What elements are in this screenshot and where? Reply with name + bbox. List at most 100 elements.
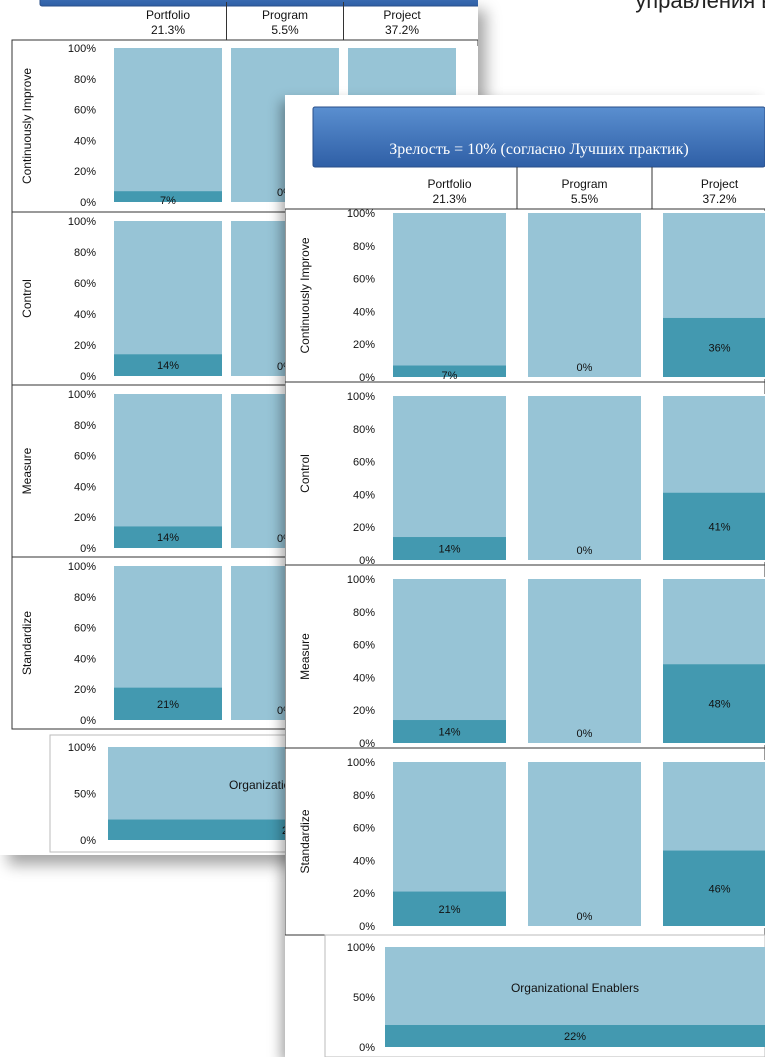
back-row-label: Standardize <box>20 611 34 675</box>
back-y-tick: 80% <box>74 592 96 604</box>
front-bar-label-program: 0% <box>577 728 593 740</box>
back-bar-portfolio <box>114 354 222 376</box>
back-y-tick: 60% <box>74 105 96 117</box>
front-bar-label-project: 36% <box>708 342 730 354</box>
front-y-tick: 80% <box>353 607 375 619</box>
front-y-tick: 100% <box>347 574 375 586</box>
back-bar-label-portfolio: 21% <box>157 699 179 711</box>
front-org-bar <box>385 1025 765 1047</box>
front-bar-portfolio <box>393 720 506 743</box>
front-y-tick: 40% <box>353 489 375 501</box>
front-bar-project <box>663 492 765 560</box>
front-organizational-enablers: 100% 50% 0% Organizational Enablers 22% <box>324 934 765 1057</box>
front-y-tick: 0% <box>359 555 375 567</box>
back-row-label: Control <box>20 279 34 318</box>
front-bar-label-program: 0% <box>577 911 593 923</box>
front-y-tick: 100% <box>347 757 375 769</box>
front-org-tick: 100% <box>347 942 375 954</box>
back-header-pct-project: 37.2% <box>385 23 419 37</box>
back-y-tick: 80% <box>74 247 96 259</box>
back-y-tick: 0% <box>80 715 96 727</box>
top-right-heading-fragment: управления в <box>635 0 765 13</box>
front-y-tick: 100% <box>347 208 375 220</box>
front-bar-portfolio <box>393 365 506 377</box>
front-bar-bg-program <box>528 213 641 377</box>
front-bar-project <box>663 664 765 743</box>
front-banner: Зрелость = 10% (согласно Лучших практик) <box>312 106 765 168</box>
front-bar-bg-portfolio <box>393 396 506 560</box>
back-org-tick: 0% <box>80 835 96 847</box>
back-bar-bg-portfolio <box>114 48 222 202</box>
front-y-tick: 20% <box>353 888 375 900</box>
front-header-program: Program <box>561 177 607 191</box>
front-row-label: Measure <box>298 633 312 680</box>
back-bar-portfolio <box>114 191 222 202</box>
front-bar-label-portfolio: 14% <box>438 544 460 556</box>
front-y-tick: 0% <box>359 738 375 750</box>
back-banner-bg <box>39 0 478 7</box>
front-bar-label-project: 46% <box>708 883 730 895</box>
back-y-tick: 20% <box>74 684 96 696</box>
back-header-program: Program <box>262 8 308 22</box>
back-y-tick: 60% <box>74 623 96 635</box>
back-y-tick: 0% <box>80 371 96 383</box>
back-row-label: Measure <box>20 447 34 494</box>
back-y-tick: 60% <box>74 278 96 290</box>
front-bar-label-project: 41% <box>708 521 730 533</box>
back-y-tick: 0% <box>80 197 96 209</box>
front-bar-bg-portfolio <box>393 579 506 743</box>
back-y-tick: 20% <box>74 340 96 352</box>
front-bar-bg-program <box>528 762 641 926</box>
back-y-tick: 100% <box>68 389 96 401</box>
front-header-pct-project: 37.2% <box>702 192 736 206</box>
front-row-continuously-improve: Continuously Improve 100% 80% 60% 40% 20% 0% 7%… <box>285 208 765 384</box>
front-bar-label-program: 0% <box>577 362 593 374</box>
back-row-label: Continuously Improve <box>20 68 34 184</box>
front-y-tick: 80% <box>353 241 375 253</box>
back-bar-bg-portfolio <box>114 221 222 376</box>
front-y-tick: 20% <box>353 705 375 717</box>
front-y-tick: 40% <box>353 672 375 684</box>
front-y-tick: 80% <box>353 790 375 802</box>
front-header-portfolio: Portfolio <box>427 177 471 191</box>
back-y-tick: 40% <box>74 653 96 665</box>
front-y-tick: 20% <box>353 522 375 534</box>
front-header-pct-program: 5.5% <box>571 192 599 206</box>
back-y-tick: 40% <box>74 309 96 321</box>
back-header-pct-portfolio: 21.3% <box>151 23 185 37</box>
back-y-tick: 40% <box>74 481 96 493</box>
back-bar-label-portfolio: 7% <box>160 195 176 207</box>
front-bar-bg-program <box>528 579 641 743</box>
front-bar-portfolio <box>393 537 506 560</box>
front-maturity-chart: Зрелость = 10% (согласно Лучших практик)… <box>285 106 765 1057</box>
front-bar-label-portfolio: 14% <box>438 727 460 739</box>
front-bar-project <box>663 317 765 377</box>
front-bar-label-portfolio: 21% <box>438 904 460 916</box>
front-y-tick: 60% <box>353 640 375 652</box>
front-y-tick: 0% <box>359 921 375 933</box>
front-org-value-label: 22% <box>564 1031 586 1043</box>
back-banner: согласно) <box>39 0 478 7</box>
front-bar-project <box>663 850 765 926</box>
back-row-box <box>11 556 478 730</box>
front-bar-label-portfolio: 7% <box>442 370 458 382</box>
back-y-tick: 100% <box>68 43 96 55</box>
front-org-tick: 50% <box>353 992 375 1004</box>
front-y-tick: 40% <box>353 855 375 867</box>
front-header-pct-portfolio: 21.3% <box>432 192 466 206</box>
back-org-tick: 100% <box>68 742 96 754</box>
back-bar-portfolio <box>114 526 222 548</box>
front-row-label: Control <box>298 454 312 493</box>
front-y-tick: 60% <box>353 457 375 469</box>
back-header-portfolio: Portfolio <box>146 8 190 22</box>
back-y-tick: 20% <box>74 166 96 178</box>
back-y-tick: 20% <box>74 512 96 524</box>
back-y-tick: 80% <box>74 74 96 86</box>
back-y-tick: 80% <box>74 420 96 432</box>
front-header-project: Project <box>701 177 739 191</box>
front-y-tick: 100% <box>347 391 375 403</box>
back-bar-portfolio <box>114 687 222 720</box>
back-y-tick: 0% <box>80 543 96 555</box>
